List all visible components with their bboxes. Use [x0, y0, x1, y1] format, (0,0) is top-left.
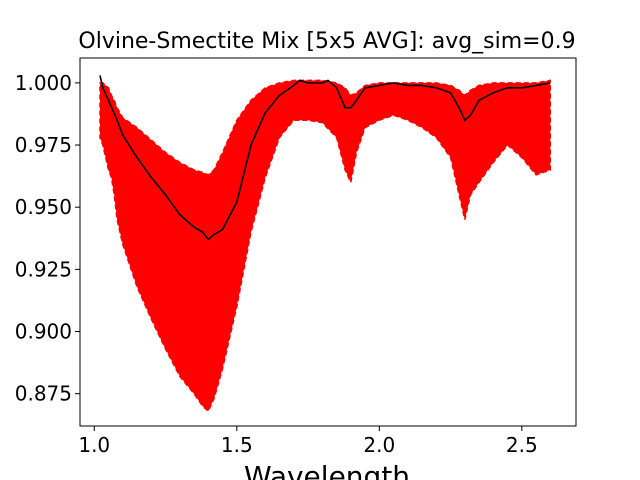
spectra-envelope	[99, 79, 552, 413]
x-axis: 1.0 1.5 2.0 2.5	[78, 426, 538, 457]
x-tick-label: 2.5	[506, 433, 538, 457]
x-axis-label: Wavelength	[244, 460, 410, 480]
y-tick-label: 0.975	[15, 133, 72, 157]
y-tick-label: 0.925	[15, 257, 72, 281]
axes-frame	[79, 57, 577, 427]
envelope-layer	[99, 79, 552, 413]
chart-title: Olvine-Smectite Mix [5x5 AVG]: avg_sim=0…	[78, 29, 575, 54]
x-tick-label: 2.0	[363, 433, 395, 457]
x-tick-label: 1.5	[221, 433, 253, 457]
y-tick-label: 1.000	[15, 71, 72, 95]
y-tick-label: 0.950	[15, 195, 72, 219]
average-layer	[99, 75, 551, 241]
x-tick-label: 1.0	[78, 433, 110, 457]
y-tick-label: 0.875	[15, 382, 72, 406]
y-axis: 0.875 0.900 0.925 0.950 0.975 1.000	[15, 71, 80, 406]
y-tick-label: 0.900	[15, 320, 72, 344]
plot-area	[99, 75, 552, 413]
average-spectrum-line	[99, 75, 551, 241]
